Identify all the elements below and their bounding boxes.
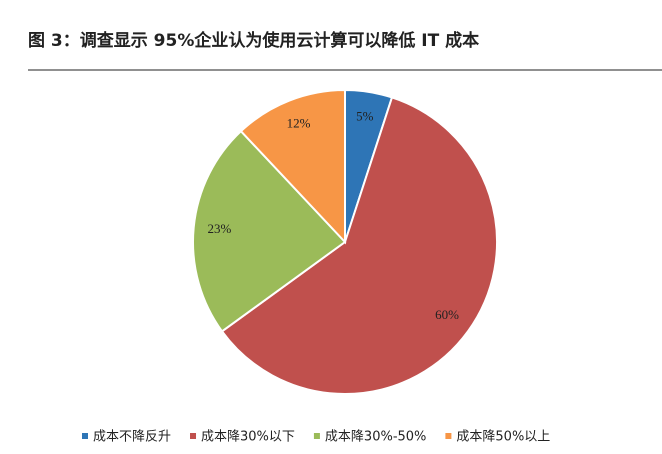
chart-title: 图 3：调查显示 95%企业认为使用云计算可以降低 IT 成本 (28, 30, 479, 51)
value-label: 12% (287, 116, 311, 131)
value-label: 60% (435, 307, 459, 322)
value-label: 23% (207, 221, 231, 236)
legend: 成本不降反升 成本降30%以下 成本降30%-50% 成本降50%以上 (82, 430, 550, 445)
pie-slice (192, 129, 347, 333)
pie-slice (239, 88, 346, 245)
value-label: 5% (356, 108, 374, 123)
pie-slice (220, 96, 498, 395)
legend-swatch (445, 433, 452, 439)
legend-label: 成本不降反升 (93, 430, 171, 445)
legend-swatch (190, 433, 197, 439)
legend-swatch (82, 433, 88, 439)
legend-swatch (313, 433, 320, 439)
legend-label: 成本降50%以上 (456, 430, 550, 445)
legend-label: 成本降30%-50% (325, 430, 426, 445)
pie: 5% 60% 23% 12% (192, 88, 498, 395)
legend-label: 成本降30%以下 (201, 430, 295, 445)
